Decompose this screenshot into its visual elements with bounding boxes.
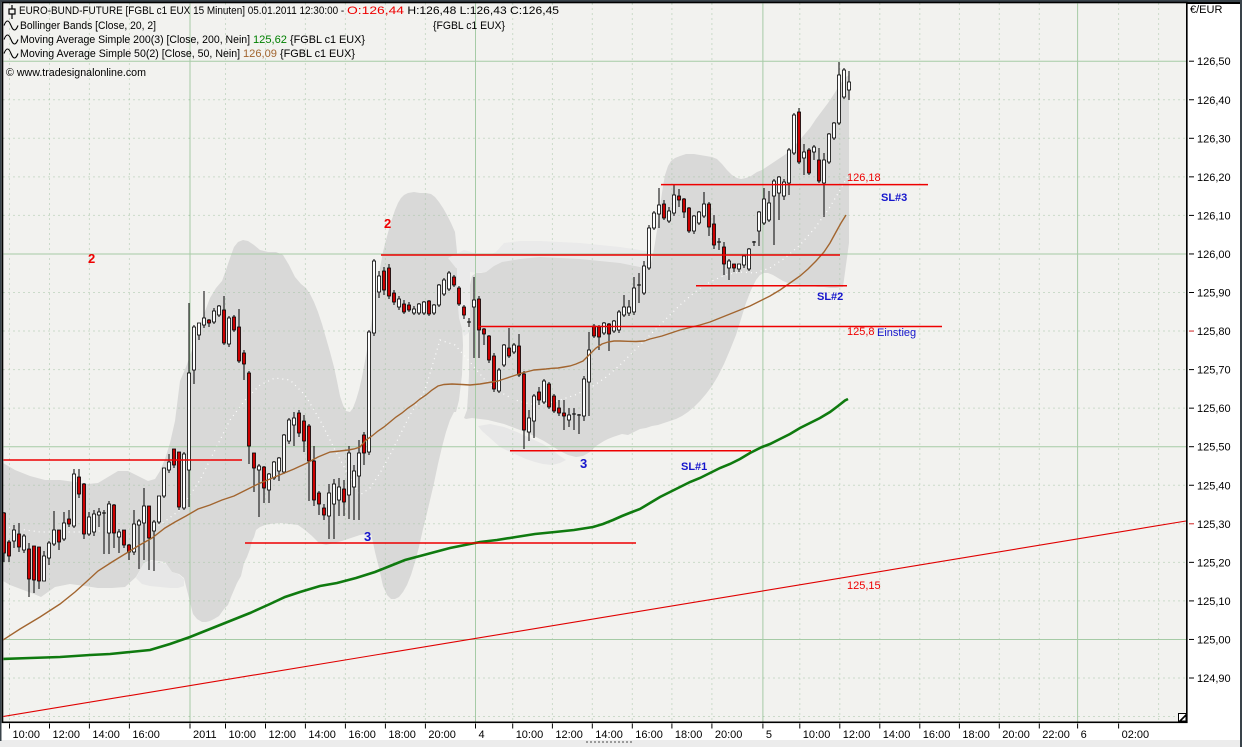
svg-text:125,60: 125,60 — [1197, 403, 1231, 415]
svg-text:125,80: 125,80 — [1197, 326, 1231, 338]
svg-text:2011: 2011 — [193, 729, 217, 741]
svg-text:22:00: 22:00 — [1042, 729, 1070, 741]
svg-text:126,00: 126,00 — [1197, 249, 1231, 261]
svg-text:© www.tradesignalonline.com: © www.tradesignalonline.com — [6, 67, 146, 79]
svg-text:20:00: 20:00 — [428, 729, 456, 741]
svg-text:5: 5 — [766, 729, 772, 741]
svg-text:125,15: 125,15 — [847, 580, 881, 592]
svg-text:12:00: 12:00 — [843, 729, 871, 741]
svg-text:125,70: 125,70 — [1197, 365, 1231, 377]
svg-text:{FGBL c1 EUX}: {FGBL c1 EUX} — [433, 20, 505, 32]
svg-text:18:00: 18:00 — [388, 729, 416, 741]
svg-text:16:00: 16:00 — [635, 729, 663, 741]
svg-text:10:00: 10:00 — [516, 729, 544, 741]
svg-text:18:00: 18:00 — [962, 729, 990, 741]
svg-text:12:00: 12:00 — [53, 729, 81, 741]
svg-text:14:00: 14:00 — [308, 729, 336, 741]
svg-text:2: 2 — [384, 216, 391, 231]
svg-text:20:00: 20:00 — [1002, 729, 1030, 741]
svg-text:125,90: 125,90 — [1197, 288, 1231, 300]
svg-text:125,40: 125,40 — [1197, 480, 1231, 492]
svg-text:126,20: 126,20 — [1197, 172, 1231, 184]
svg-text:125,8: 125,8 — [847, 326, 875, 338]
svg-text:14:00: 14:00 — [595, 729, 623, 741]
svg-text:12:00: 12:00 — [269, 729, 297, 741]
svg-text:10:00: 10:00 — [13, 729, 41, 741]
svg-text:6: 6 — [1081, 729, 1087, 741]
svg-text:125,30: 125,30 — [1197, 519, 1231, 531]
svg-text:2: 2 — [88, 251, 95, 266]
svg-text:EURO-BUND-FUTURE [FGBL c1 EUX: EURO-BUND-FUTURE [FGBL c1 EUX 15 Minuten… — [19, 5, 559, 17]
svg-text:126,10: 126,10 — [1197, 210, 1231, 222]
svg-text:12:00: 12:00 — [555, 729, 583, 741]
svg-text:€/EUR: €/EUR — [1190, 4, 1222, 16]
svg-text:SL#3: SL#3 — [881, 192, 907, 204]
svg-text:126,50: 126,50 — [1197, 56, 1231, 68]
svg-text:16:00: 16:00 — [132, 729, 160, 741]
svg-text:10:00: 10:00 — [229, 729, 257, 741]
svg-text:Moving Average Simple 50(2) [C: Moving Average Simple 50(2) [Close, 50, … — [20, 48, 355, 60]
svg-text:Moving Average Simple 200(3) [: Moving Average Simple 200(3) [Close, 200… — [20, 34, 365, 46]
svg-text:14:00: 14:00 — [883, 729, 911, 741]
svg-text:02:00: 02:00 — [1122, 729, 1150, 741]
svg-text:18:00: 18:00 — [675, 729, 703, 741]
svg-text:125,20: 125,20 — [1197, 557, 1231, 569]
svg-text:4: 4 — [479, 729, 485, 741]
svg-text:16:00: 16:00 — [348, 729, 376, 741]
svg-text:10:00: 10:00 — [803, 729, 831, 741]
svg-text:Einstieg: Einstieg — [877, 327, 916, 339]
svg-text:SL#1: SL#1 — [681, 461, 707, 473]
svg-text:125,50: 125,50 — [1197, 442, 1231, 454]
svg-text:126,30: 126,30 — [1197, 133, 1231, 145]
svg-text:16:00: 16:00 — [923, 729, 951, 741]
svg-text:125,00: 125,00 — [1197, 634, 1231, 646]
svg-text:20:00: 20:00 — [715, 729, 743, 741]
svg-text:126,40: 126,40 — [1197, 95, 1231, 107]
svg-text:126,18: 126,18 — [847, 172, 881, 184]
svg-text:14:00: 14:00 — [92, 729, 120, 741]
svg-text:SL#2: SL#2 — [817, 291, 843, 303]
svg-text:124,90: 124,90 — [1197, 673, 1231, 685]
svg-text:3: 3 — [364, 529, 371, 544]
svg-text:3: 3 — [580, 456, 587, 471]
svg-text:Bollinger Bands [Close, 20, 2]: Bollinger Bands [Close, 20, 2] — [20, 20, 156, 32]
svg-text:125,10: 125,10 — [1197, 596, 1231, 608]
